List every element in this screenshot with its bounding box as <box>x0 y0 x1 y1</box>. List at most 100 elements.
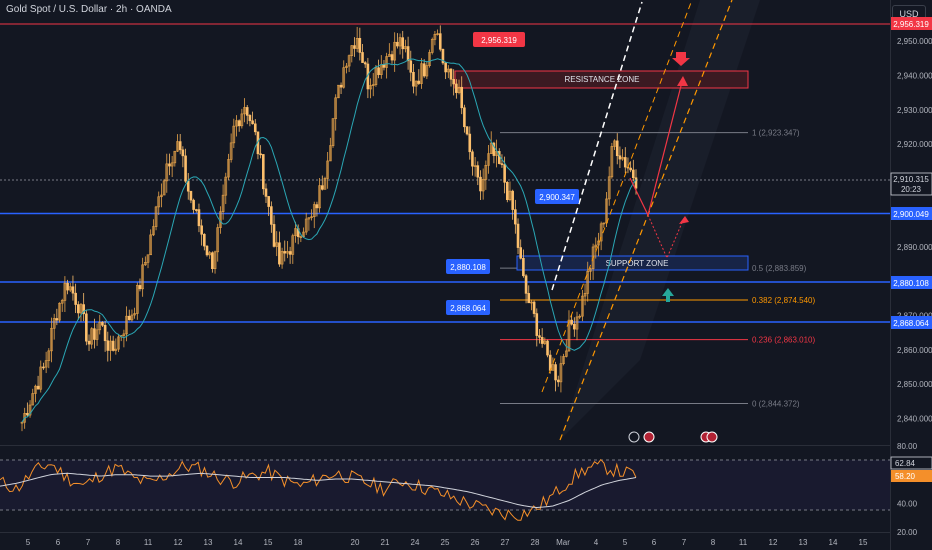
candle-body <box>623 157 627 168</box>
candle-body <box>334 97 338 119</box>
time-tick-20: 6 <box>652 538 657 547</box>
fib-label-4: 0 (2,844.372) <box>752 400 800 409</box>
candle-body <box>610 146 614 178</box>
candle-body <box>578 315 581 318</box>
rsi-axis[interactable]: 80.00 40.00 20.00 <box>897 442 918 537</box>
candle-body <box>632 169 635 179</box>
candle-body <box>229 142 233 160</box>
candle-body <box>280 251 284 265</box>
axis-label-countdown: 20:23 <box>901 185 922 194</box>
support-zone[interactable] <box>516 255 749 271</box>
time-tick-1: 6 <box>56 538 61 547</box>
candle-body <box>621 157 624 160</box>
tag-2900-bg <box>535 189 579 204</box>
time-tick-24: 12 <box>769 538 778 547</box>
candle-body <box>71 286 75 294</box>
candle-body <box>382 64 386 68</box>
candle-body <box>211 252 214 269</box>
candle-body <box>519 247 523 259</box>
moving-average-line <box>21 58 637 423</box>
axis-label-blue1: 2,900.049 <box>893 210 929 219</box>
candle-body <box>232 125 236 144</box>
time-tick-5: 12 <box>174 538 183 547</box>
candle-body <box>74 292 77 305</box>
candle-body <box>455 83 458 93</box>
price-axis[interactable]: 2,950.000 2,940.000 2,930.000 2,920.000 2,89… <box>897 37 932 423</box>
candle-body <box>586 271 590 294</box>
candle-body <box>245 107 249 116</box>
candle-body <box>181 149 185 157</box>
candle-body <box>312 204 316 217</box>
candle-body <box>307 217 311 220</box>
price-tick-8: 2,840.000 <box>897 415 932 424</box>
candle-body <box>615 140 619 157</box>
candle-body <box>516 223 520 248</box>
candle-body <box>28 404 32 416</box>
rsi-tick-1: 40.00 <box>897 499 918 508</box>
candle-body <box>267 196 270 207</box>
chart-title: Gold Spot / U.S. Dollar · 2h · OANDA <box>6 4 172 15</box>
candle-body <box>414 80 418 87</box>
candle-body <box>101 321 104 326</box>
candle-body <box>31 393 35 406</box>
candle-body <box>449 68 453 80</box>
candle-body <box>152 226 155 236</box>
candle-body <box>203 233 206 247</box>
orange-channel-lower[interactable] <box>559 0 733 441</box>
tag-top-bg <box>473 32 525 47</box>
time-tick-14: 26 <box>471 538 480 547</box>
time-tick-21: 7 <box>682 538 687 547</box>
time-tick-0: 5 <box>26 538 31 547</box>
white-trendline[interactable] <box>551 1 643 291</box>
candle-body <box>522 258 525 277</box>
us-flag-event-icon-3[interactable] <box>706 431 718 443</box>
time-axis[interactable]: 5 6 7 8 11 12 13 14 15 18 20 21 24 25 26 27 28 Mar 4 5 6 7 8 11… <box>26 538 868 547</box>
us-flag-event-icon[interactable] <box>643 431 655 443</box>
candle-body <box>318 185 321 209</box>
tag-2900: 2,900.347 <box>539 193 575 202</box>
teal-up-arrow-icon <box>662 288 674 302</box>
candle-body <box>430 39 434 53</box>
price-tick-7: 2,850.000 <box>897 380 932 389</box>
candle-body <box>85 313 88 342</box>
candle-body <box>428 52 431 66</box>
time-tick-6: 13 <box>204 538 213 547</box>
candle-body <box>168 163 171 167</box>
candle-body <box>492 142 496 156</box>
candle-body <box>412 71 415 87</box>
candle-body <box>52 318 56 329</box>
candle-body <box>109 340 112 351</box>
candle-body <box>264 188 268 197</box>
rsi-line <box>0 458 637 521</box>
candle-body <box>149 234 152 256</box>
candle-body <box>192 199 195 210</box>
candle-body <box>291 235 295 255</box>
time-tick-19: 5 <box>623 538 628 547</box>
time-tick-7: 14 <box>234 538 243 547</box>
candle-body <box>329 145 332 162</box>
axis-label-blue2: 2,880.108 <box>893 279 929 288</box>
candle-body <box>527 293 531 304</box>
candle-body <box>599 223 603 242</box>
candle-body <box>95 329 99 340</box>
candle-body <box>406 46 410 62</box>
time-tick-18: 4 <box>594 538 599 547</box>
candle-body <box>39 366 43 390</box>
rsi-value2-bg <box>891 470 932 482</box>
tag-2868: 2,868.064 <box>450 304 486 313</box>
candle-body <box>554 364 557 381</box>
candle-body <box>540 337 544 344</box>
candle-body <box>465 126 469 135</box>
candle-body <box>594 244 598 248</box>
candle-body <box>42 366 45 369</box>
candle-body <box>90 328 94 345</box>
candle-body <box>361 52 364 63</box>
candle-body <box>524 275 528 294</box>
time-tick-23: 11 <box>739 538 748 547</box>
candle-body <box>564 350 568 357</box>
candle-body <box>130 314 134 321</box>
resistance-zone[interactable] <box>454 70 749 89</box>
candle-body <box>135 285 139 314</box>
flash-event-icon[interactable] <box>628 431 640 443</box>
